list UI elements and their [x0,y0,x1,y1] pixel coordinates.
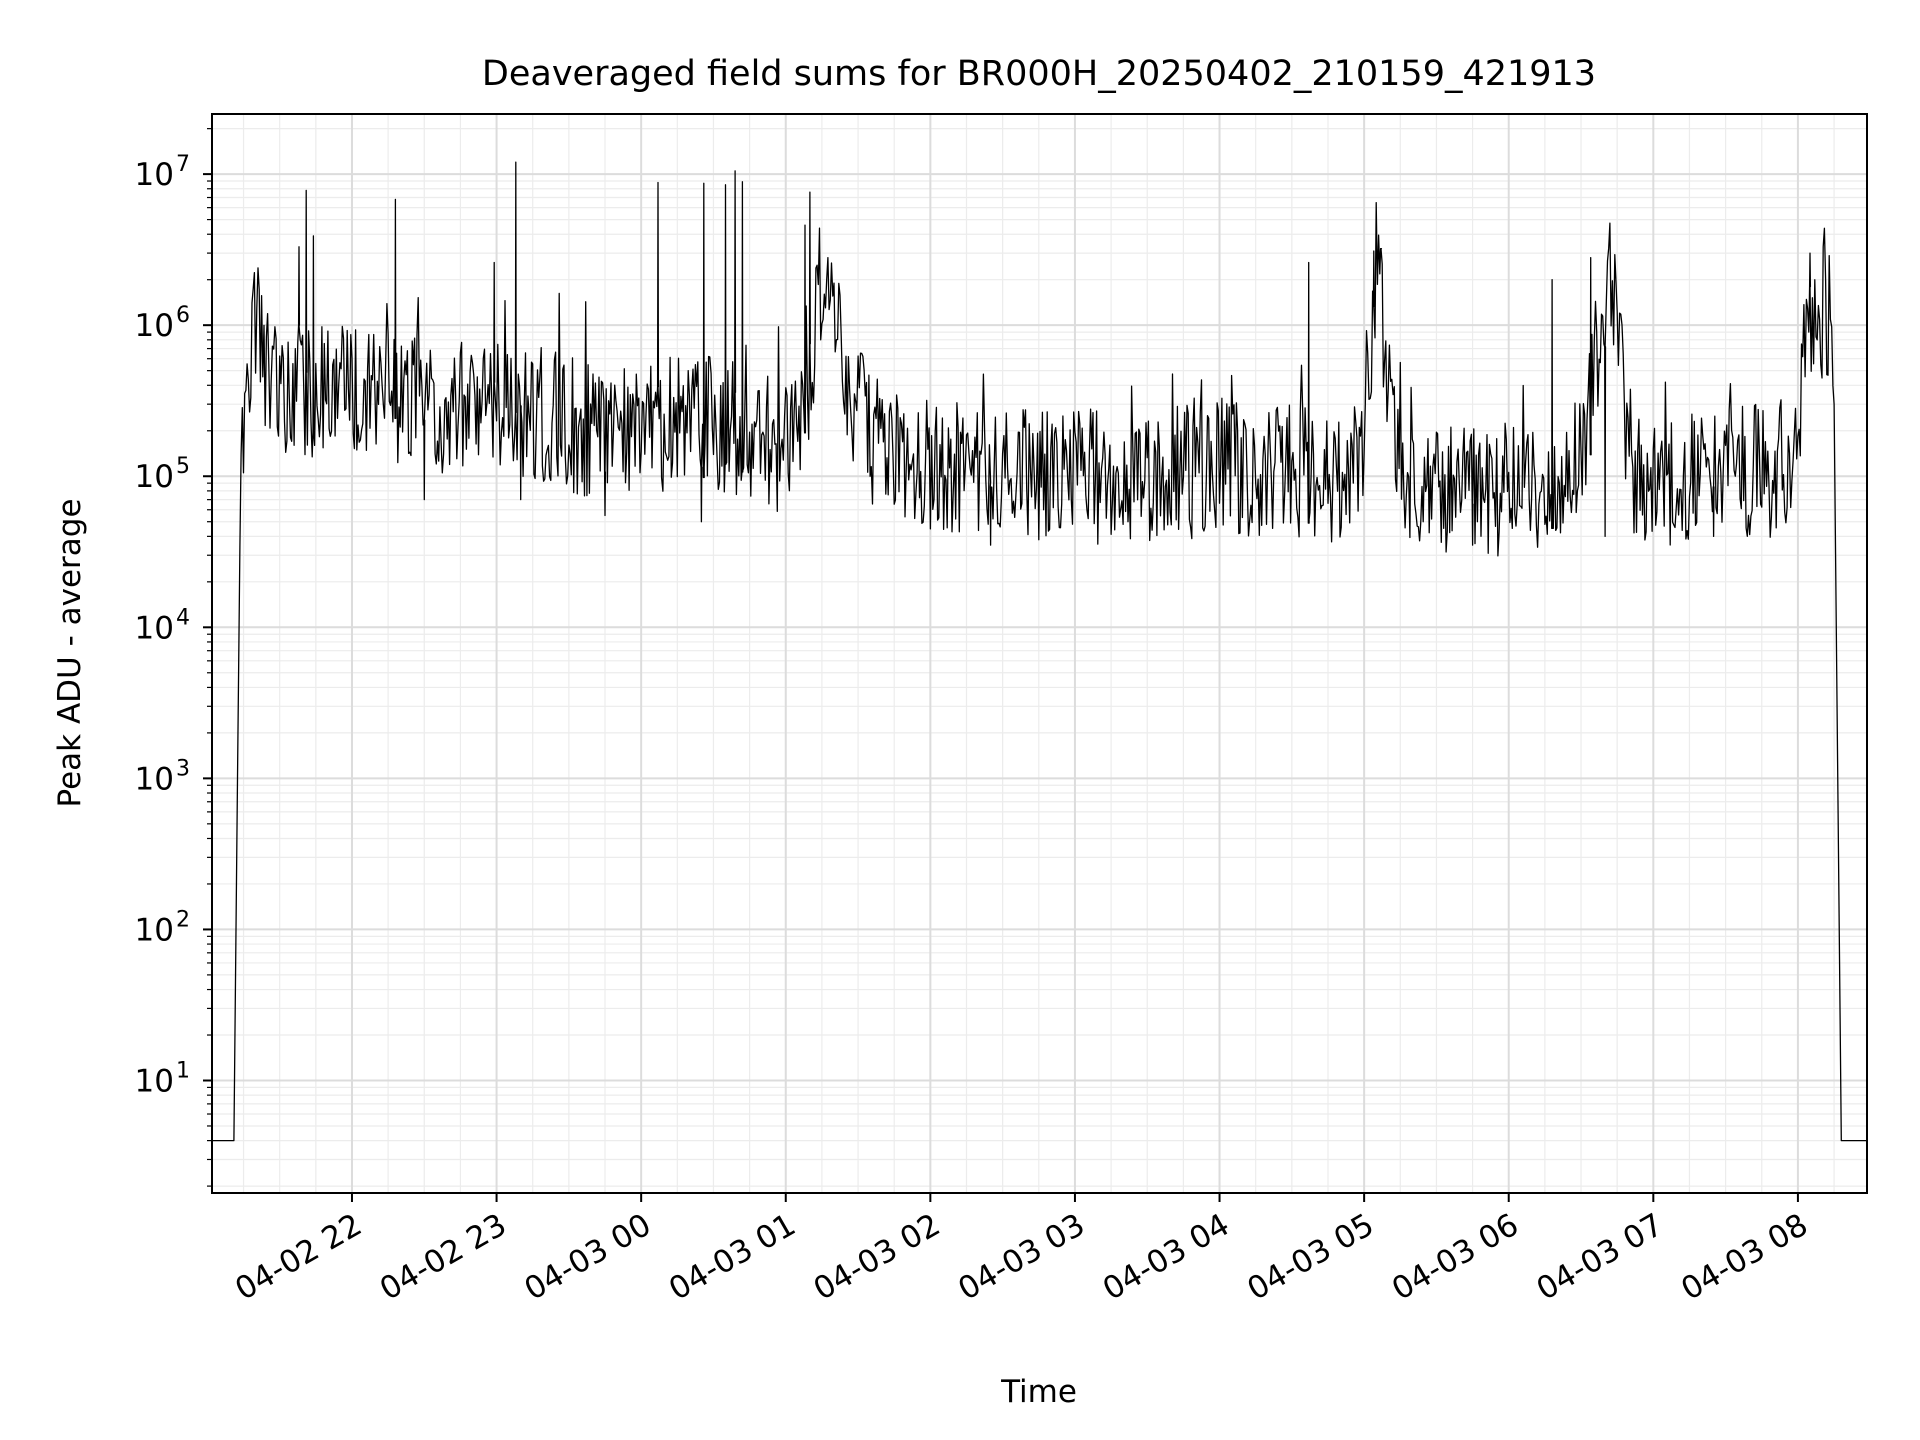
y-tick-label: 10 [135,1063,174,1099]
data-series [212,161,1867,1142]
y-tick-exponent: 3 [176,756,190,781]
x-axis-label: Time [1000,1374,1077,1410]
y-tick-label: 10 [135,761,174,797]
y-tick-exponent: 1 [176,1058,190,1083]
plot-frame [211,113,1868,1194]
y-tick-label: 10 [135,912,174,948]
grid-lines [212,114,1867,1193]
y-tick-exponent: 6 [176,303,190,328]
y-tick-label: 10 [135,157,174,193]
y-tick-label: 10 [135,308,174,344]
y-tick-exponent: 4 [176,605,190,630]
y-tick-label: 10 [135,610,174,646]
y-axis-label: Peak ADU - average [52,498,88,807]
y-tick-exponent: 5 [176,454,190,479]
chart-title: Deaveraged field sums for BR000H_2025040… [482,54,1596,94]
y-tick-label: 10 [135,459,174,495]
y-tick-exponent: 2 [176,907,190,932]
y-tick-exponent: 7 [176,152,190,177]
series-line [212,161,1867,1142]
